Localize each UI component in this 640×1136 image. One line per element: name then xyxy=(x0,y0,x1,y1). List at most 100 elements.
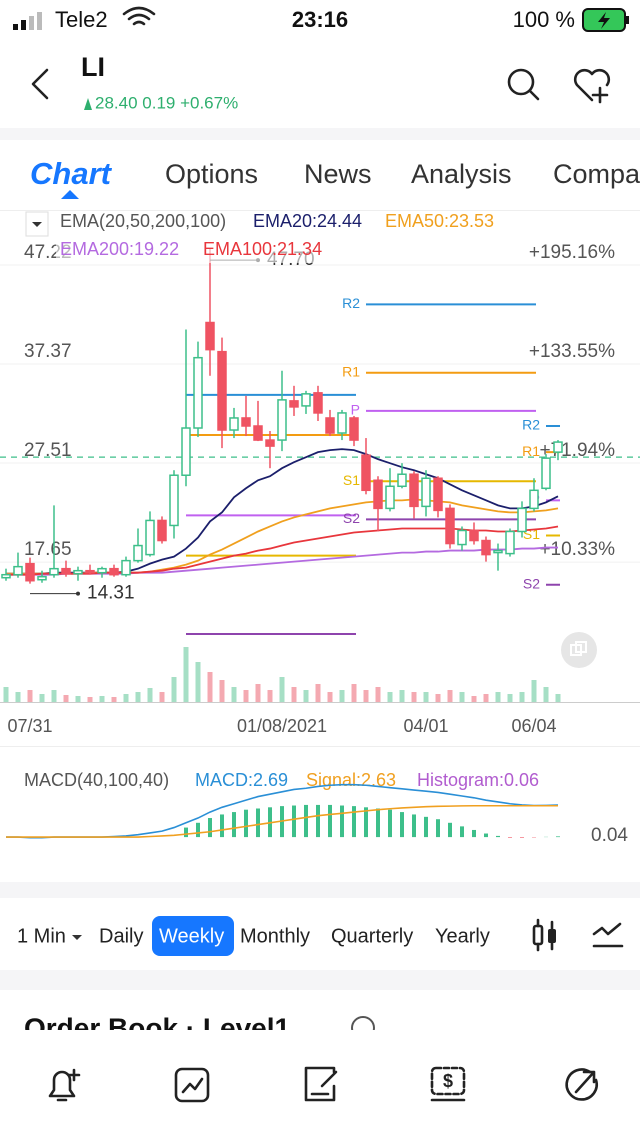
volume-bar xyxy=(399,690,405,702)
legend-title: EMA(20,50,200,100) xyxy=(60,211,226,231)
volume-bar xyxy=(339,690,345,702)
pivot-label: S2 xyxy=(523,575,540,591)
histogram-bar xyxy=(316,804,320,838)
candle-body xyxy=(529,489,539,510)
histogram-bar xyxy=(484,833,488,838)
y-tick-label: 27.51 xyxy=(24,440,72,461)
candle-body xyxy=(49,567,59,576)
pivot-label: R1 xyxy=(342,363,360,379)
candle-body xyxy=(133,544,143,562)
volume-bar xyxy=(495,692,501,702)
candle-body xyxy=(397,473,407,488)
scroll-button[interactable] xyxy=(561,632,597,668)
period-button[interactable]: Daily xyxy=(99,925,143,947)
histogram-bar xyxy=(340,805,344,838)
legend-entry: Histogram:0.06 xyxy=(417,770,539,790)
legend-entry: EMA200:19.22 xyxy=(60,239,179,259)
quote: 28.40 0.19 +0.67% xyxy=(95,93,238,112)
candle-body xyxy=(301,393,311,407)
candle-body xyxy=(469,529,479,542)
volume-bar xyxy=(3,687,9,702)
candle-body xyxy=(277,399,287,441)
tab[interactable]: Chart xyxy=(30,156,113,191)
histogram-bar xyxy=(304,804,308,838)
period-button[interactable]: Weekly xyxy=(159,925,224,947)
trade-button[interactable]: $ xyxy=(430,1066,466,1102)
volume-bar xyxy=(519,692,525,702)
candle-body xyxy=(181,427,191,476)
volume-bar xyxy=(171,677,177,702)
svg-text:$: $ xyxy=(443,1071,453,1091)
y-tick-label: 37.37 xyxy=(24,341,72,362)
pivot-label: R2 xyxy=(342,295,360,311)
volume-bar xyxy=(75,696,81,702)
y2-tick-label: +195.16% xyxy=(529,242,615,263)
pivot-label: R1 xyxy=(522,443,540,459)
period-button[interactable]: Quarterly xyxy=(331,925,413,947)
volume-bar xyxy=(231,687,237,702)
period-button[interactable]: Monthly xyxy=(240,925,310,947)
note-button[interactable] xyxy=(304,1066,338,1102)
volume-bar xyxy=(459,692,465,702)
tab[interactable]: News xyxy=(304,159,372,189)
volume-bar xyxy=(411,692,417,702)
watchlist-button[interactable] xyxy=(573,68,611,104)
volume-bar xyxy=(267,690,273,702)
histogram-bar xyxy=(472,829,476,838)
histogram-bar xyxy=(256,808,260,838)
annotation-label: 14.31 xyxy=(87,583,135,604)
volume-bar xyxy=(303,690,309,702)
tab[interactable]: Options xyxy=(165,159,258,189)
tab[interactable]: Compa xyxy=(553,159,640,189)
volume-bar xyxy=(471,696,477,702)
tab[interactable]: Analysis xyxy=(411,159,512,189)
histogram-bar xyxy=(460,826,464,838)
volume-bar xyxy=(87,697,93,702)
histogram-bar xyxy=(352,806,356,838)
y2-tick-label: +10.33% xyxy=(539,539,615,560)
candle-body xyxy=(109,567,119,576)
candle-body xyxy=(361,454,371,492)
status-bar: Tele2 23:16 100 % xyxy=(13,6,629,32)
pivot-label: P xyxy=(351,402,360,418)
candle-body xyxy=(85,569,95,574)
volume-bar xyxy=(543,687,549,702)
battery-level: 100 % xyxy=(513,7,575,32)
candle-body xyxy=(169,474,179,527)
dropdown-arrow xyxy=(72,935,82,940)
pivot-label: S1 xyxy=(343,472,360,488)
volume-bar xyxy=(255,684,261,702)
histogram-bar xyxy=(220,814,224,838)
volume-bar xyxy=(39,694,45,702)
back-button[interactable] xyxy=(31,68,49,100)
x-tick-label: 04/01 xyxy=(403,716,448,736)
macd-title: MACD(40,100,40) xyxy=(24,770,169,790)
candle-body xyxy=(409,473,419,508)
y2-tick-label: +71.94% xyxy=(539,440,615,461)
candle-body xyxy=(457,529,467,546)
x-tick-label: 01/08/2021 xyxy=(237,716,327,736)
share-button[interactable] xyxy=(565,1068,598,1101)
pivot-label: S2 xyxy=(343,510,360,526)
volume-bar xyxy=(387,692,393,702)
period-button[interactable]: 1 Min xyxy=(17,925,66,947)
volume-bar xyxy=(123,694,129,702)
clock: 23:16 xyxy=(292,7,348,32)
volume-bar xyxy=(135,692,141,702)
alert-button[interactable] xyxy=(48,1068,81,1102)
indicator-toggle[interactable] xyxy=(592,922,624,948)
volume-bar xyxy=(111,697,117,702)
histogram-bar xyxy=(244,809,248,838)
volume-bar xyxy=(63,695,69,702)
candle-body xyxy=(97,567,107,574)
histogram-bar xyxy=(448,822,452,838)
volume-bar xyxy=(327,692,333,702)
histogram-bar xyxy=(436,819,440,838)
macd-chart: MACD(40,100,40) MACD:2.69 Signal:2.63 Histo… xyxy=(6,770,628,846)
legend-entry: EMA50:23.53 xyxy=(385,211,494,231)
period-button[interactable]: Yearly xyxy=(435,925,490,947)
candle-toggle[interactable] xyxy=(532,918,556,952)
search-button[interactable] xyxy=(507,68,540,101)
histogram-bar xyxy=(496,835,500,838)
chart-button[interactable] xyxy=(174,1067,210,1103)
